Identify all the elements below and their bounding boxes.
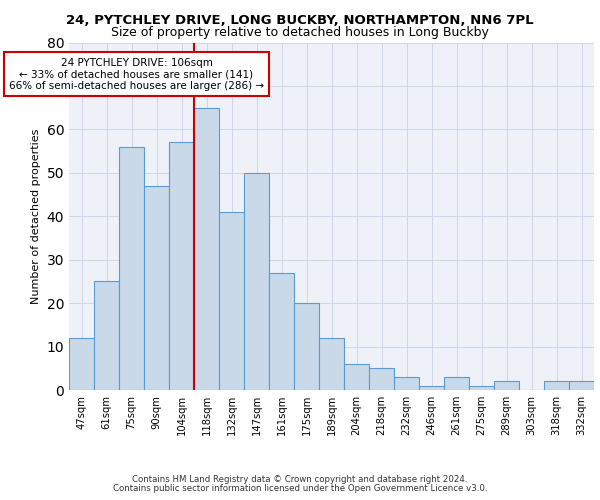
Bar [469,386,494,390]
Text: 24, PYTCHLEY DRIVE, LONG BUCKBY, NORTHAMPTON, NN6 7PL: 24, PYTCHLEY DRIVE, LONG BUCKBY, NORTHAM… [66,14,534,27]
Bar [544,382,569,390]
Bar [319,338,344,390]
Bar [144,186,169,390]
Bar [269,272,294,390]
Bar [444,377,469,390]
Text: Size of property relative to detached houses in Long Buckby: Size of property relative to detached ho… [111,26,489,39]
Y-axis label: Number of detached properties: Number of detached properties [31,128,41,304]
Text: Contains public sector information licensed under the Open Government Licence v3: Contains public sector information licen… [113,484,487,493]
Bar [344,364,369,390]
Bar [369,368,394,390]
Bar [569,382,594,390]
Text: 24 PYTCHLEY DRIVE: 106sqm
← 33% of detached houses are smaller (141)
66% of semi: 24 PYTCHLEY DRIVE: 106sqm ← 33% of detac… [9,58,264,91]
Bar [169,142,194,390]
Bar [119,147,144,390]
Bar [219,212,244,390]
Bar [494,382,519,390]
Bar [69,338,94,390]
Bar [394,377,419,390]
Bar [194,108,219,390]
Bar [419,386,444,390]
Bar [294,303,319,390]
Text: Contains HM Land Registry data © Crown copyright and database right 2024.: Contains HM Land Registry data © Crown c… [132,475,468,484]
Bar [244,173,269,390]
Bar [94,282,119,390]
